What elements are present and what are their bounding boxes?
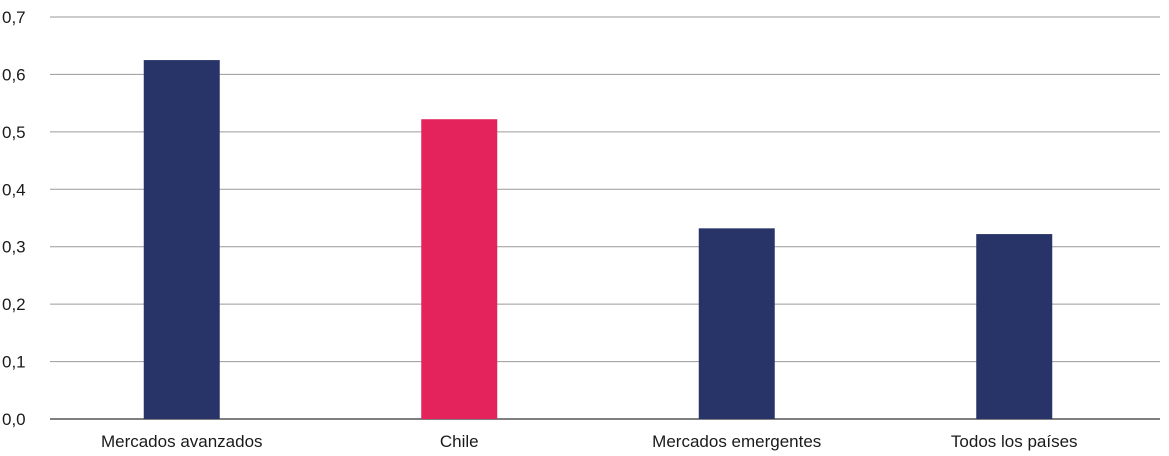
x-tick-label: Todos los países <box>951 432 1078 451</box>
y-tick-label: 0,1 <box>2 353 26 372</box>
y-tick-label: 0,5 <box>2 123 26 142</box>
y-tick-label: 0,6 <box>2 65 26 84</box>
y-tick-label: 0,4 <box>2 180 26 199</box>
bars <box>144 60 1053 419</box>
y-tick-label: 0,7 <box>2 8 26 27</box>
bar <box>699 228 775 419</box>
bar <box>976 234 1052 419</box>
bar <box>421 119 497 419</box>
x-tick-label: Mercados avanzados <box>101 432 263 451</box>
x-axis-ticks: Mercados avanzados Chile Mercados emergent… <box>101 432 1078 451</box>
x-tick-label: Mercados emergentes <box>652 432 821 451</box>
bar <box>144 60 220 419</box>
x-tick-label: Chile <box>440 432 479 451</box>
y-tick-label: 0,0 <box>2 410 26 429</box>
y-tick-label: 0,3 <box>2 238 26 257</box>
y-axis-ticks: 0,0 0,1 0,2 0,3 0,4 0,5 0,6 0,7 <box>2 8 26 429</box>
y-tick-label: 0,2 <box>2 295 26 314</box>
